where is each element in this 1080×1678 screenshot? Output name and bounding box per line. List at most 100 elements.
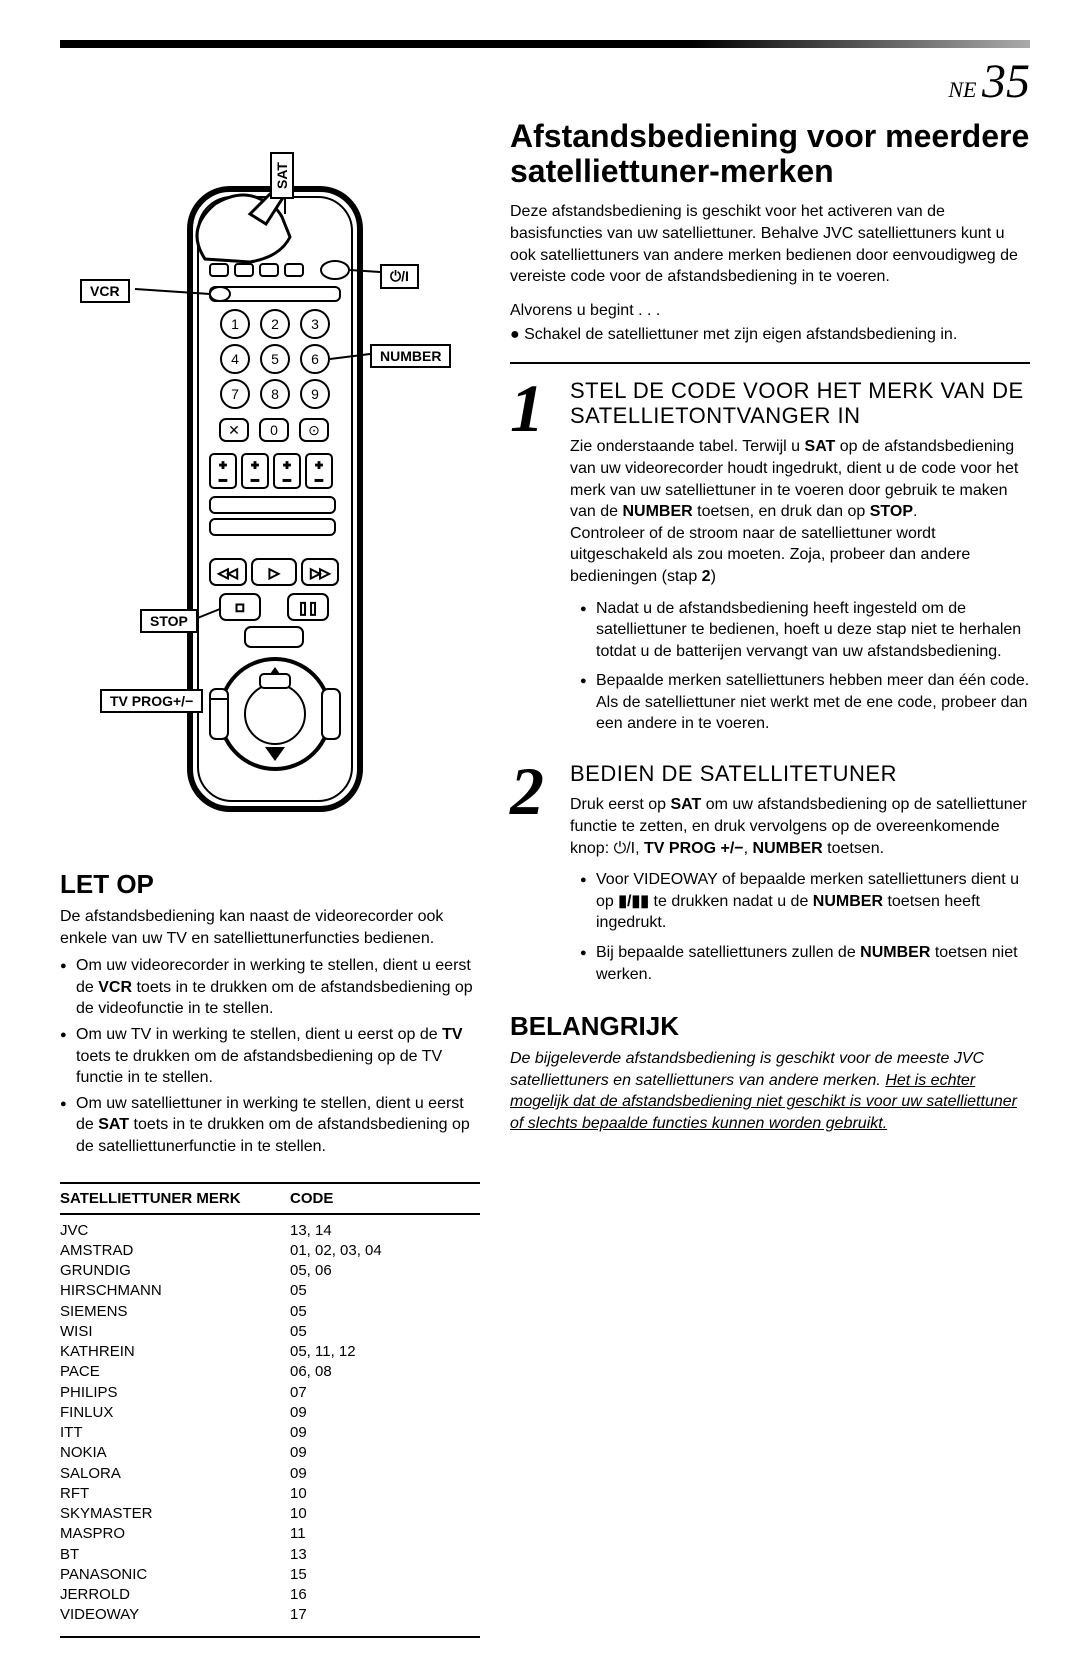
letop-bullet: Om uw satelliettuner in werking te stell…	[60, 1093, 480, 1158]
svg-text:▶: ▶	[269, 566, 279, 580]
top-gradient-rule	[60, 40, 1030, 48]
letop-bullets: Om uw videorecorder in werking te stelle…	[60, 955, 480, 1157]
remote-svg: 1 2 3 4 5 6 7 8 9 ✕ 0 ⊙	[60, 119, 440, 839]
step-1-body: STEL DE CODE VOOR HET MERK VAN DE SATELL…	[570, 378, 1030, 743]
table-row: JERROLD16	[60, 1585, 480, 1605]
svg-text:▶▶: ▶▶	[311, 566, 330, 580]
page-number: NE 35	[60, 54, 1030, 109]
step-2-text: Druk eerst op SAT om uw afstandsbedienin…	[570, 794, 1030, 859]
table-cell-brand: BT	[60, 1545, 290, 1565]
table-row: BT13	[60, 1545, 480, 1565]
svg-text:+: +	[315, 458, 322, 472]
svg-text:+: +	[219, 458, 226, 472]
table-cell-brand: SIEMENS	[60, 1302, 290, 1322]
table-row: SIEMENS05	[60, 1302, 480, 1322]
left-column: SAT ⏻/I VCR NUMBER STOP TV PROG+/−	[60, 119, 480, 1638]
table-cell-brand: NOKIA	[60, 1443, 290, 1463]
table-cell-code: 15	[290, 1565, 480, 1585]
step-bullet: Nadat u de afstandsbediening heeft inges…	[580, 598, 1030, 663]
svg-text:−: −	[251, 472, 259, 488]
table-cell-code: 09	[290, 1423, 480, 1443]
table-row: SALORA09	[60, 1464, 480, 1484]
table-cell-code: 05	[290, 1322, 480, 1342]
letop-intro: De afstandsbediening kan naast de videor…	[60, 906, 480, 949]
brand-code-table: SATELLIETTUNER MERK CODE JVC13, 14AMSTRA…	[60, 1182, 480, 1638]
table-cell-code: 05, 06	[290, 1261, 480, 1281]
table-row: PACE06, 08	[60, 1362, 480, 1382]
table-cell-code: 05	[290, 1302, 480, 1322]
table-row: RFT10	[60, 1484, 480, 1504]
svg-text:−: −	[283, 472, 291, 488]
table-cell-brand: GRUNDIG	[60, 1261, 290, 1281]
table-cell-code: 05	[290, 1281, 480, 1301]
svg-text:+: +	[283, 458, 290, 472]
main-title: Afstandsbediening voor meerdere satellie…	[510, 119, 1030, 189]
step-2-title: BEDIEN DE SATELLITETUNER	[570, 761, 1030, 786]
before-bullet: ● Schakel de satelliettuner met zijn eig…	[510, 326, 1030, 344]
step-bullet: Bepaalde merken satelliettuners hebben m…	[580, 670, 1030, 735]
svg-text:+: +	[251, 458, 258, 472]
table-cell-brand: PACE	[60, 1362, 290, 1382]
svg-text:⊙: ⊙	[308, 422, 320, 438]
step-2: 2 BEDIEN DE SATELLITETUNER Druk eerst op…	[510, 761, 1030, 993]
step-1-bullets: Nadat u de afstandsbediening heeft inges…	[580, 598, 1030, 736]
table-row: HIRSCHMANN05	[60, 1281, 480, 1301]
table-cell-brand: MASPRO	[60, 1524, 290, 1544]
belangrijk-text: De bijgeleverde afstandsbediening is ges…	[510, 1048, 1030, 1134]
table-row: NOKIA09	[60, 1443, 480, 1463]
table-row: PANASONIC15	[60, 1565, 480, 1585]
page: NE 35 SAT ⏻/I VCR NUMBER STOP TV PROG+/−	[0, 0, 1080, 1678]
table-cell-brand: SKYMASTER	[60, 1504, 290, 1524]
table-row: FINLUX09	[60, 1403, 480, 1423]
step-1-number: 1	[510, 378, 560, 743]
step-2-number: 2	[510, 761, 560, 993]
table-cell-code: 10	[290, 1504, 480, 1524]
table-row: PHILIPS07	[60, 1383, 480, 1403]
table-header-brand: SATELLIETTUNER MERK	[60, 1190, 290, 1207]
divider	[510, 362, 1030, 364]
svg-text:8: 8	[271, 386, 279, 402]
letop-bullet: Om uw TV in werking te stellen, dient u …	[60, 1024, 480, 1089]
before-you-begin: Alvorens u begint . . .	[510, 302, 1030, 320]
table-cell-code: 09	[290, 1464, 480, 1484]
table-cell-code: 17	[290, 1605, 480, 1625]
table-row: JVC13, 14	[60, 1221, 480, 1241]
table-row: WISI05	[60, 1322, 480, 1342]
intro-paragraph: Deze afstandsbediening is geschikt voor …	[510, 201, 1030, 287]
table-cell-brand: JVC	[60, 1221, 290, 1241]
step-1-text: Zie onderstaande tabel. Terwijl u SAT op…	[570, 436, 1030, 587]
callout-tvprog: TV PROG+/−	[100, 689, 203, 713]
table-cell-brand: AMSTRAD	[60, 1241, 290, 1261]
table-cell-code: 06, 08	[290, 1362, 480, 1382]
table-cell-code: 07	[290, 1383, 480, 1403]
letop-section: LET OP De afstandsbediening kan naast de…	[60, 869, 480, 1158]
table-cell-code: 10	[290, 1484, 480, 1504]
belangrijk-title: BELANGRIJK	[510, 1011, 1030, 1042]
table-cell-brand: JERROLD	[60, 1585, 290, 1605]
table-cell-code: 13	[290, 1545, 480, 1565]
svg-text:3: 3	[311, 316, 319, 332]
table-row: ITT09	[60, 1423, 480, 1443]
table-row: VIDEOWAY17	[60, 1605, 480, 1625]
table-body: JVC13, 14AMSTRAD01, 02, 03, 04GRUNDIG05,…	[60, 1215, 480, 1636]
step-1: 1 STEL DE CODE VOOR HET MERK VAN DE SATE…	[510, 378, 1030, 743]
two-column-layout: SAT ⏻/I VCR NUMBER STOP TV PROG+/−	[60, 119, 1030, 1638]
step-bullet: Bij bepaalde satelliettuners zullen de N…	[580, 942, 1030, 985]
table-cell-brand: WISI	[60, 1322, 290, 1342]
svg-text:2: 2	[271, 316, 279, 332]
table-cell-code: 13, 14	[290, 1221, 480, 1241]
table-row: GRUNDIG05, 06	[60, 1261, 480, 1281]
table-cell-code: 01, 02, 03, 04	[290, 1241, 480, 1261]
step-2-bullets: Voor VIDEOWAY of bepaalde merken satelli…	[580, 869, 1030, 985]
svg-text:5: 5	[271, 351, 279, 367]
table-cell-brand: SALORA	[60, 1464, 290, 1484]
table-row: MASPRO11	[60, 1524, 480, 1544]
letop-title: LET OP	[60, 869, 480, 900]
table-cell-brand: RFT	[60, 1484, 290, 1504]
callout-stop: STOP	[140, 609, 198, 633]
svg-text:1: 1	[231, 316, 239, 332]
table-header: SATELLIETTUNER MERK CODE	[60, 1184, 480, 1215]
remote-illustration: SAT ⏻/I VCR NUMBER STOP TV PROG+/−	[60, 119, 440, 839]
table-cell-code: 09	[290, 1403, 480, 1423]
callout-sat: SAT	[270, 152, 294, 199]
